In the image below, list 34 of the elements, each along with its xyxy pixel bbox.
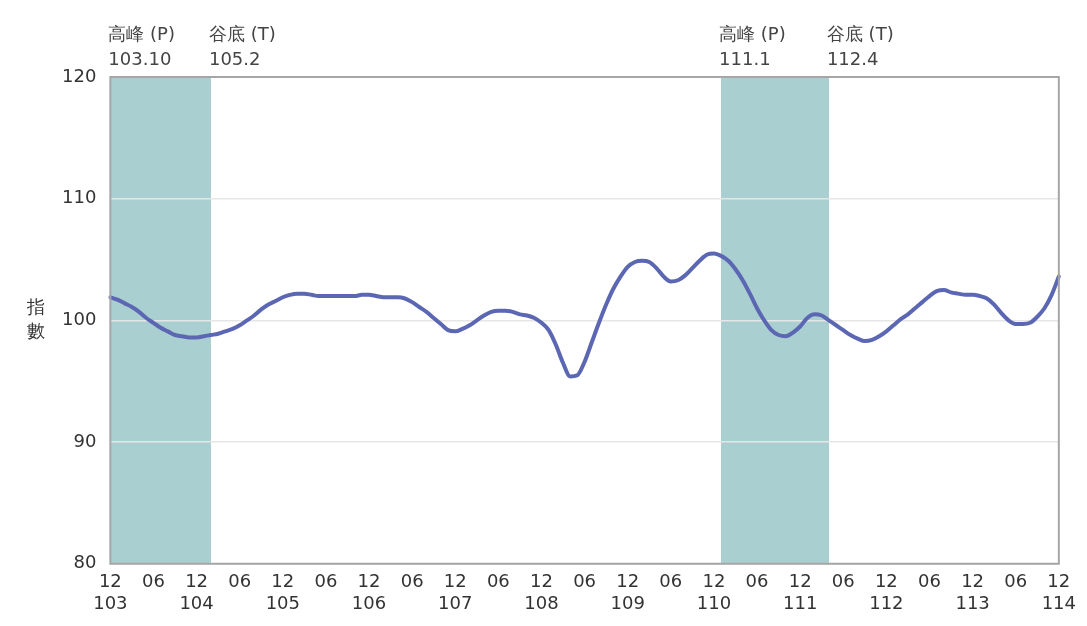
- text: 高峰 (P) 103.10: [108, 23, 175, 69]
- y-tick-label: 120: [62, 64, 97, 86]
- y-tick-label: 90: [73, 429, 97, 451]
- y-tick-label: 100: [62, 308, 97, 330]
- x-tick-label: 12 103: [93, 570, 128, 613]
- x-tick-label: 06: [831, 570, 855, 592]
- text: 高峰 (P) 111.1: [719, 23, 786, 69]
- x-tick-label: 06: [659, 570, 683, 592]
- y-axis-title: 指數: [26, 296, 45, 342]
- x-tick-label: 06: [142, 570, 165, 592]
- text: 谷底 (T) 105.2: [208, 23, 276, 69]
- x-tick-label: 12 114: [1041, 570, 1076, 613]
- x-tick-label: 06: [228, 570, 252, 592]
- line-series: [108, 251, 1061, 379]
- x-tick-label: 12 107: [438, 570, 473, 613]
- y-tick-label: 80: [73, 551, 97, 573]
- x-tick-label: 06: [486, 570, 510, 592]
- x-tick-label: 12 110: [696, 570, 732, 613]
- x-tick-label: 06: [400, 570, 424, 592]
- x-tick-label: 06: [918, 570, 941, 592]
- x-tick-label: 06: [573, 570, 597, 592]
- x-tick-label: 12 106: [351, 570, 387, 613]
- x-tick-label: 12 105: [265, 570, 300, 613]
- text: 谷底 (T) 112.4: [826, 23, 894, 69]
- y-tick-label: 110: [62, 186, 97, 208]
- x-tick-label: 06: [745, 570, 769, 592]
- x-tick-label: 12 113: [955, 570, 990, 613]
- x-tick-label: 06: [1004, 570, 1028, 592]
- x-tick-label: 12 111: [782, 570, 818, 613]
- x-tick-label: 12 104: [179, 570, 214, 613]
- x-tick-label: 12 112: [869, 570, 904, 613]
- x-tick-label: 12 108: [524, 570, 559, 613]
- x-tick-label: 06: [314, 570, 338, 592]
- x-tick-label: 12 109: [610, 570, 645, 613]
